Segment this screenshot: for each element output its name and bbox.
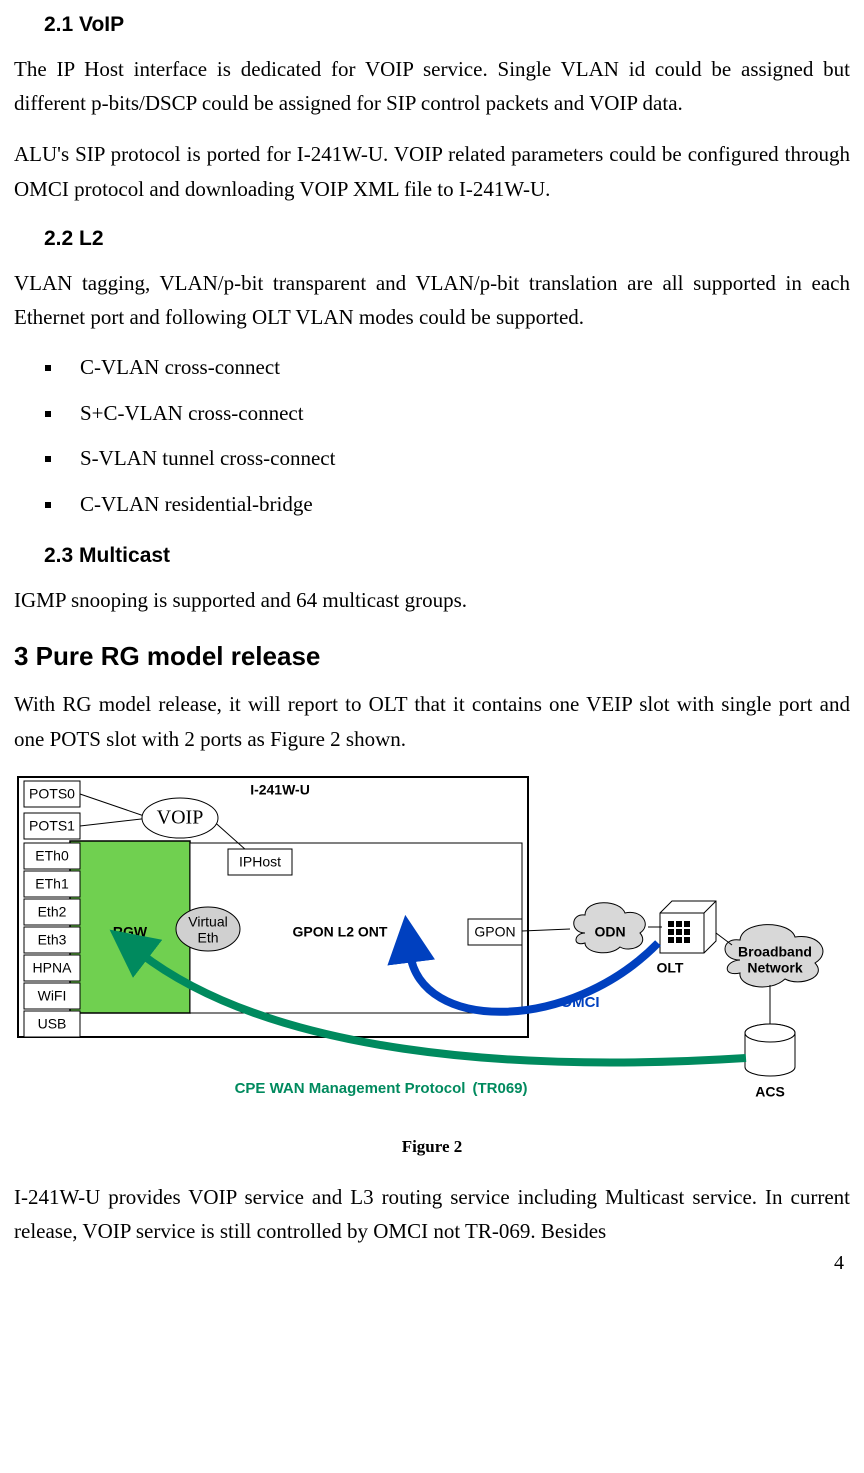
l2-mode-list: C-VLAN cross-connect S+C-VLAN cross-conn… (64, 351, 850, 521)
heading-2-2: 2.2 L2 (44, 222, 850, 256)
svg-text:Network: Network (747, 959, 802, 975)
svg-text:ACS: ACS (755, 1083, 785, 1099)
list-item: S-VLAN tunnel cross-connect (64, 442, 850, 476)
figure-2-diagram: POTS0 POTS1 ETh0 ETh1 Eth2 Eth3 HPNA WiF… (10, 773, 846, 1123)
svg-text:USB: USB (38, 1015, 67, 1031)
svg-text:Broadband: Broadband (738, 943, 812, 959)
paragraph-l2: VLAN tagging, VLAN/p-bit transparent and… (14, 266, 850, 335)
paragraph-voip-2: ALU's SIP protocol is ported for I-241W-… (14, 137, 850, 206)
figure-2-caption: Figure 2 (14, 1133, 850, 1160)
svg-text:IPHost: IPHost (239, 853, 281, 869)
svg-text:OMCI: OMCI (560, 993, 599, 1010)
svg-text:VOIP: VOIP (157, 806, 204, 828)
svg-text:I-241W-U: I-241W-U (250, 781, 310, 797)
heading-2-1: 2.1 VoIP (44, 8, 850, 42)
svg-text:Eth: Eth (197, 929, 218, 945)
paragraph-multicast: IGMP snooping is supported and 64 multic… (14, 583, 850, 618)
svg-text:HPNA: HPNA (33, 959, 73, 975)
svg-text:GPON L2 ONT: GPON L2 ONT (293, 923, 388, 939)
page-number: 4 (834, 1247, 844, 1279)
list-item: S+C-VLAN cross-connect (64, 397, 850, 431)
svg-text:ETh1: ETh1 (35, 875, 69, 891)
svg-text:RGW: RGW (113, 923, 148, 939)
svg-text:CPE WAN Management Protocol: CPE WAN Management Protocol (235, 1079, 466, 1096)
heading-3: 3 Pure RG model release (14, 636, 850, 678)
paragraph-rg-services: I-241W-U provides VOIP service and L3 ro… (14, 1180, 850, 1249)
svg-text:Virtual: Virtual (188, 913, 227, 929)
svg-text:(TR069): (TR069) (472, 1079, 527, 1096)
paragraph-voip-1: The IP Host interface is dedicated for V… (14, 52, 850, 121)
list-item: C-VLAN residential-bridge (64, 488, 850, 522)
heading-2-3: 2.3 Multicast (44, 539, 850, 573)
svg-text:GPON: GPON (474, 923, 515, 939)
svg-text:POTS0: POTS0 (29, 785, 75, 801)
svg-text:OLT: OLT (657, 959, 684, 975)
list-item: C-VLAN cross-connect (64, 351, 850, 385)
paragraph-rg-intro: With RG model release, it will report to… (14, 687, 850, 756)
svg-text:Eth3: Eth3 (38, 931, 67, 947)
svg-text:Eth2: Eth2 (38, 903, 67, 919)
svg-text:ETh0: ETh0 (35, 847, 69, 863)
svg-text:ODN: ODN (594, 923, 625, 939)
svg-text:WiFI: WiFI (38, 987, 67, 1003)
svg-text:POTS1: POTS1 (29, 817, 75, 833)
